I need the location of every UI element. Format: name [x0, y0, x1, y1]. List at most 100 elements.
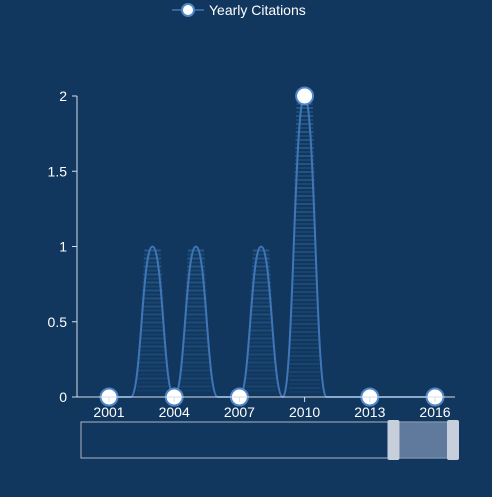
area-stripe [182, 345, 210, 348]
area-stripe [184, 305, 208, 308]
area-stripe [250, 301, 273, 304]
area-stripe [143, 269, 162, 272]
legend-marker-icon [181, 3, 195, 17]
area-stripe [290, 335, 319, 337]
area-stripes [136, 99, 321, 393]
area-stripe [185, 297, 207, 300]
area-stripe [250, 289, 272, 292]
area-stripe [187, 261, 205, 264]
area-stripe [289, 371, 320, 373]
y-tick-label: 0.5 [48, 314, 68, 330]
data-zoom-slider[interactable] [80, 420, 459, 460]
area-stripe [180, 377, 211, 380]
area-stripe [293, 227, 317, 229]
area-stripe [248, 341, 275, 344]
area-stripe [291, 291, 318, 293]
area-stripe [137, 377, 168, 380]
area-stripe [140, 317, 165, 320]
area-stripe [248, 325, 274, 328]
area-stripe [292, 235, 317, 237]
area-stripe [252, 253, 270, 256]
area-stripe [295, 123, 314, 125]
area-stripe [247, 357, 276, 360]
area-stripe [294, 187, 316, 189]
area-stripe [245, 389, 277, 392]
area-stripe [289, 351, 320, 353]
area-stripe [293, 219, 316, 221]
area-stripe [290, 331, 319, 333]
area-stripe [181, 369, 211, 372]
area-stripe [187, 253, 205, 256]
area-stripe [141, 297, 164, 300]
axes: 0 0.5 1 1.5 2 2001 2004 2007 2010 2013 2016 [48, 88, 455, 420]
area-stripe [292, 247, 317, 249]
area-stripe [251, 273, 271, 276]
zoom-window[interactable] [393, 422, 453, 458]
area-stripe [292, 263, 318, 265]
x-tick-label: 2016 [419, 404, 450, 420]
y-tick-label: 1 [59, 239, 67, 255]
x-tick-label: 2010 [289, 404, 320, 420]
area-stripe [290, 323, 319, 325]
area-stripe [138, 361, 167, 364]
area-stripe [140, 325, 165, 328]
area-stripe [137, 381, 168, 384]
area-stripe [293, 203, 316, 205]
area-stripe [186, 281, 206, 284]
y-tick-label: 1.5 [48, 163, 68, 179]
area-stripe [294, 191, 316, 193]
area-stripe [185, 285, 207, 288]
area-stripe [185, 293, 207, 296]
area-stripe [184, 317, 208, 320]
area-stripe [186, 269, 206, 272]
area-stripe [137, 385, 168, 388]
area-stripe [136, 389, 169, 392]
area-stripe [295, 139, 314, 141]
area-stripe [140, 313, 165, 316]
area-stripe [183, 329, 209, 332]
area-stripe [180, 389, 212, 392]
area-stripe [295, 143, 314, 145]
area-stripe [291, 271, 318, 273]
area-stripe [180, 381, 212, 384]
area-stripe [139, 333, 166, 336]
y-tick-label: 2 [59, 88, 67, 104]
legend[interactable]: Yearly Citations [172, 2, 306, 18]
area-stripe [289, 363, 320, 365]
area-stripe [247, 349, 275, 352]
area-stripe [182, 349, 210, 352]
area-stripe [294, 183, 315, 185]
area-stripe [294, 163, 315, 165]
area-stripe [293, 195, 316, 197]
area-stripe [144, 253, 161, 256]
area-stripe [288, 391, 321, 393]
area-stripe [291, 287, 318, 289]
area-stripe [181, 365, 211, 368]
area-stripe [288, 387, 321, 389]
zoom-left-handle[interactable] [387, 420, 400, 460]
legend-label: Yearly Citations [209, 2, 306, 18]
area-stripe [182, 341, 209, 344]
area-stripe [288, 383, 321, 385]
area-stripe [246, 369, 276, 372]
area-stripe [251, 281, 271, 284]
area-stripe [141, 293, 163, 296]
area-stripe [185, 301, 207, 304]
area-stripe [144, 249, 161, 252]
area-stripe [139, 345, 166, 348]
area-stripe [295, 131, 314, 133]
zoom-right-handle[interactable] [447, 420, 459, 460]
area-stripe [245, 385, 277, 388]
area-stripe [251, 269, 271, 272]
area-stripe [183, 337, 209, 340]
area-stripe [251, 277, 271, 280]
area-stripe [292, 251, 317, 253]
area-stripe [292, 243, 317, 245]
data-point-marker[interactable] [295, 86, 315, 106]
area-stripe [187, 249, 205, 252]
area-stripe [296, 111, 313, 113]
y-tick-label: 0 [59, 389, 67, 405]
area-stripe [291, 303, 319, 305]
area-stripe [143, 257, 162, 260]
